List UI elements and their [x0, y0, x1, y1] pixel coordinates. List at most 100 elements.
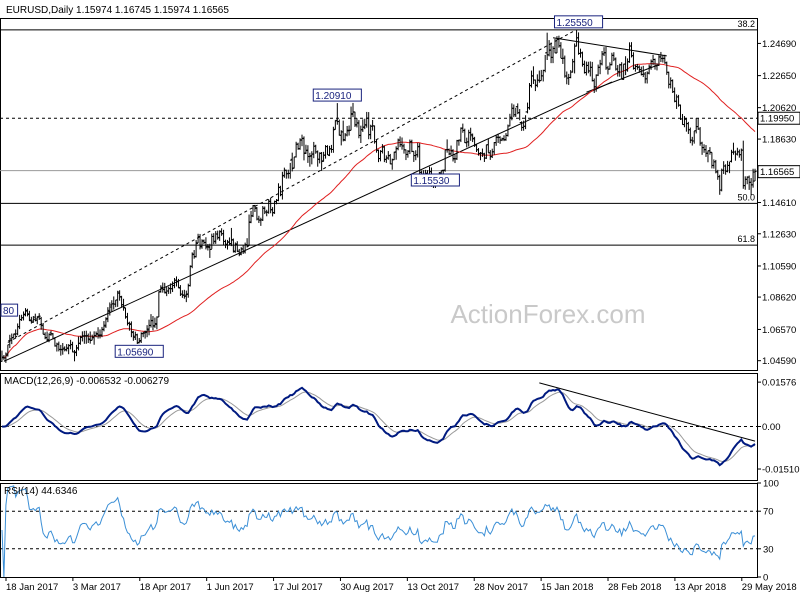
ohlc-bar: [106, 307, 110, 323]
ohlc-bar: [341, 120, 345, 142]
ohlc-bar: [245, 238, 249, 248]
ohlc-bar: [231, 238, 235, 253]
ohlc-bar: [175, 276, 179, 287]
ohlc-bar: [233, 242, 237, 253]
x-tick-label: 30 Aug 2017: [340, 582, 393, 593]
watermark: ActionForex.com: [450, 299, 645, 329]
price-callout-label: 80: [3, 306, 15, 317]
macd-trendline: [539, 382, 756, 442]
price-callout-box: [114, 344, 164, 358]
ohlc-bar: [253, 204, 257, 212]
price-callout: 1.05690: [114, 344, 164, 358]
ohlc-bar: [237, 248, 241, 257]
macd-line: [1, 386, 756, 467]
price-y-tick-label: 1.12630: [762, 229, 796, 240]
price-callout-box: [0, 303, 19, 317]
price-callout-box: [553, 15, 604, 29]
chart-header: EURUSD,Daily 1.15974 1.16745 1.15974 1.1…: [6, 5, 229, 16]
x-tick-label: 3 Mar 2017: [73, 582, 121, 593]
ohlc-bar: [469, 127, 473, 141]
price-tag-label: 1.19950: [760, 114, 794, 125]
price-y-tick-label: 1.06570: [762, 325, 796, 336]
ohlc-bar: [6, 344, 10, 357]
rsi-panel-frame: [0, 483, 758, 578]
ohlc-bar: [241, 245, 245, 254]
ohlc-bar: [86, 333, 90, 344]
ohlc-bar: [176, 278, 180, 289]
current-price-tag-box: [757, 165, 800, 179]
price-callout: 1.20910: [312, 88, 362, 102]
ohlc-bar: [29, 316, 33, 324]
ohlc-bar: [145, 325, 149, 338]
candles: [0, 29, 757, 363]
ohlc-bar: [157, 291, 161, 318]
ohlc-bar: [61, 343, 65, 355]
ohlc-bar: [290, 152, 294, 172]
price-y-tick-label: 1.22650: [762, 71, 796, 82]
ohlc-bar: [753, 168, 757, 182]
ohlc-bar: [182, 289, 186, 299]
ohlc-bar: [39, 316, 43, 330]
fib-level-label: 61.8: [737, 234, 755, 244]
ohlc-bar: [349, 106, 353, 131]
price-callout-label: 1.20910: [315, 91, 352, 102]
x-tick-label: 18 Jan 2017: [6, 582, 58, 593]
macd-y-tick-label: -0.01510: [762, 465, 800, 476]
ohlc-bar: [135, 333, 139, 344]
price-callout-box: [312, 88, 362, 102]
ohlc-bar: [190, 252, 194, 269]
ohlc-bar: [104, 317, 108, 328]
ohlc-bar: [508, 113, 512, 127]
fib-level-label: 38.2: [737, 19, 755, 29]
x-tick-label: 28 Feb 2018: [608, 582, 661, 593]
price-callout: 80: [0, 303, 19, 317]
ohlc-bar: [96, 327, 100, 339]
price-callout: 1.15530: [410, 173, 460, 187]
ohlc-bar: [8, 334, 12, 349]
price-y-tick-label: 1.04590: [762, 356, 796, 367]
moving-average-line: [1, 62, 756, 359]
fib-level-label: 50.0: [737, 192, 755, 202]
ohlc-bar: [127, 321, 131, 331]
ohlc-bar: [137, 337, 141, 344]
ohlc-bar: [47, 333, 51, 343]
rsi-y-tick-label: 30: [763, 544, 774, 555]
ohlc-bar: [108, 302, 112, 316]
price-y-tick-label: 1.20620: [762, 103, 796, 114]
rsi-y-tick-label: 70: [763, 507, 774, 518]
ohlc-bar: [204, 237, 208, 250]
macd-y-tick-label: 0.00: [762, 422, 781, 433]
ohlc-bar: [45, 331, 49, 342]
x-tick-label: 18 Apr 2017: [140, 582, 191, 593]
ohlc-bar: [102, 321, 106, 332]
ohlc-bar: [308, 152, 312, 167]
x-tick-label: 1 Jun 2017: [207, 582, 254, 593]
price-tag: 1.19950: [757, 111, 800, 125]
x-tick-label: 15 Jan 2018: [541, 582, 593, 593]
ohlc-bar: [198, 233, 202, 250]
ohlc-bar: [23, 308, 27, 317]
rsi-y-tick-label: 100: [763, 479, 779, 490]
ohlc-bar: [751, 168, 755, 188]
ohlc-bar: [0, 350, 4, 362]
ohlc-bar: [4, 352, 8, 363]
rsi-line: [1, 485, 756, 578]
ohlc-bar: [333, 120, 337, 130]
current-price-tag: 1.16565: [757, 165, 800, 179]
ohlc-bar: [65, 344, 69, 352]
ohlc-bar: [184, 290, 188, 303]
ohlc-bar: [163, 282, 167, 294]
ohlc-bar: [31, 316, 35, 323]
macd-title: MACD(12,26,9) -0.006532 -0.006279: [4, 376, 170, 387]
ohlc-bar: [141, 331, 145, 338]
price-callout: 1.25550: [553, 15, 604, 29]
price-callout-label: 1.05690: [117, 347, 154, 358]
ohlc-bar: [224, 239, 228, 249]
ohlc-bar: [2, 355, 6, 360]
ohlc-bar: [131, 330, 135, 341]
ohlc-bar: [25, 308, 29, 317]
current-price-tag-label: 1.16565: [760, 167, 794, 178]
ohlc-bar: [143, 330, 147, 339]
